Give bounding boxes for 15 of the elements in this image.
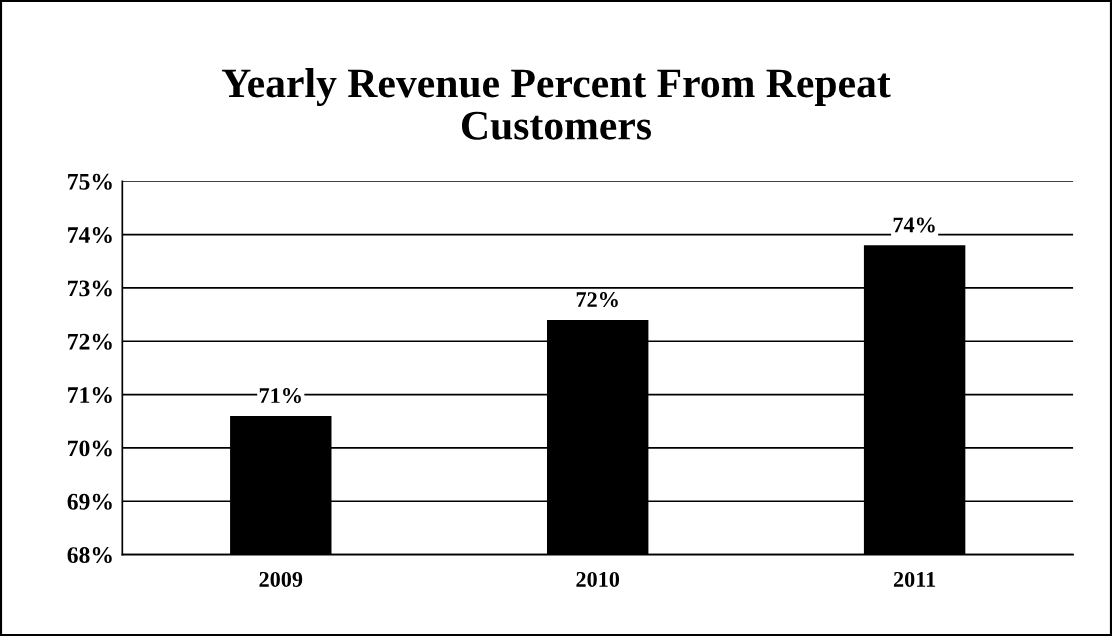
chart-title: Yearly Revenue Percent From Repeat Customers	[221, 68, 891, 140]
x-tick-label: 2010	[576, 571, 620, 587]
data-label: 72%	[576, 292, 618, 308]
data-label: 74%	[893, 217, 935, 233]
y-tick-label: 71%	[68, 387, 112, 404]
x-tick-label: 2009	[259, 571, 303, 587]
x-tick-label: 2011	[893, 571, 936, 587]
data-label: 71%	[259, 388, 301, 404]
y-tick-label: 68%	[67, 547, 112, 564]
y-tick-label: 72%	[68, 333, 112, 350]
y-tick-label: 70%	[68, 440, 112, 457]
y-tick-label: 73%	[68, 280, 112, 297]
y-tick-label: 74%	[68, 227, 112, 244]
y-tick-label: 75%	[68, 173, 112, 190]
y-tick-label: 69%	[67, 493, 112, 510]
